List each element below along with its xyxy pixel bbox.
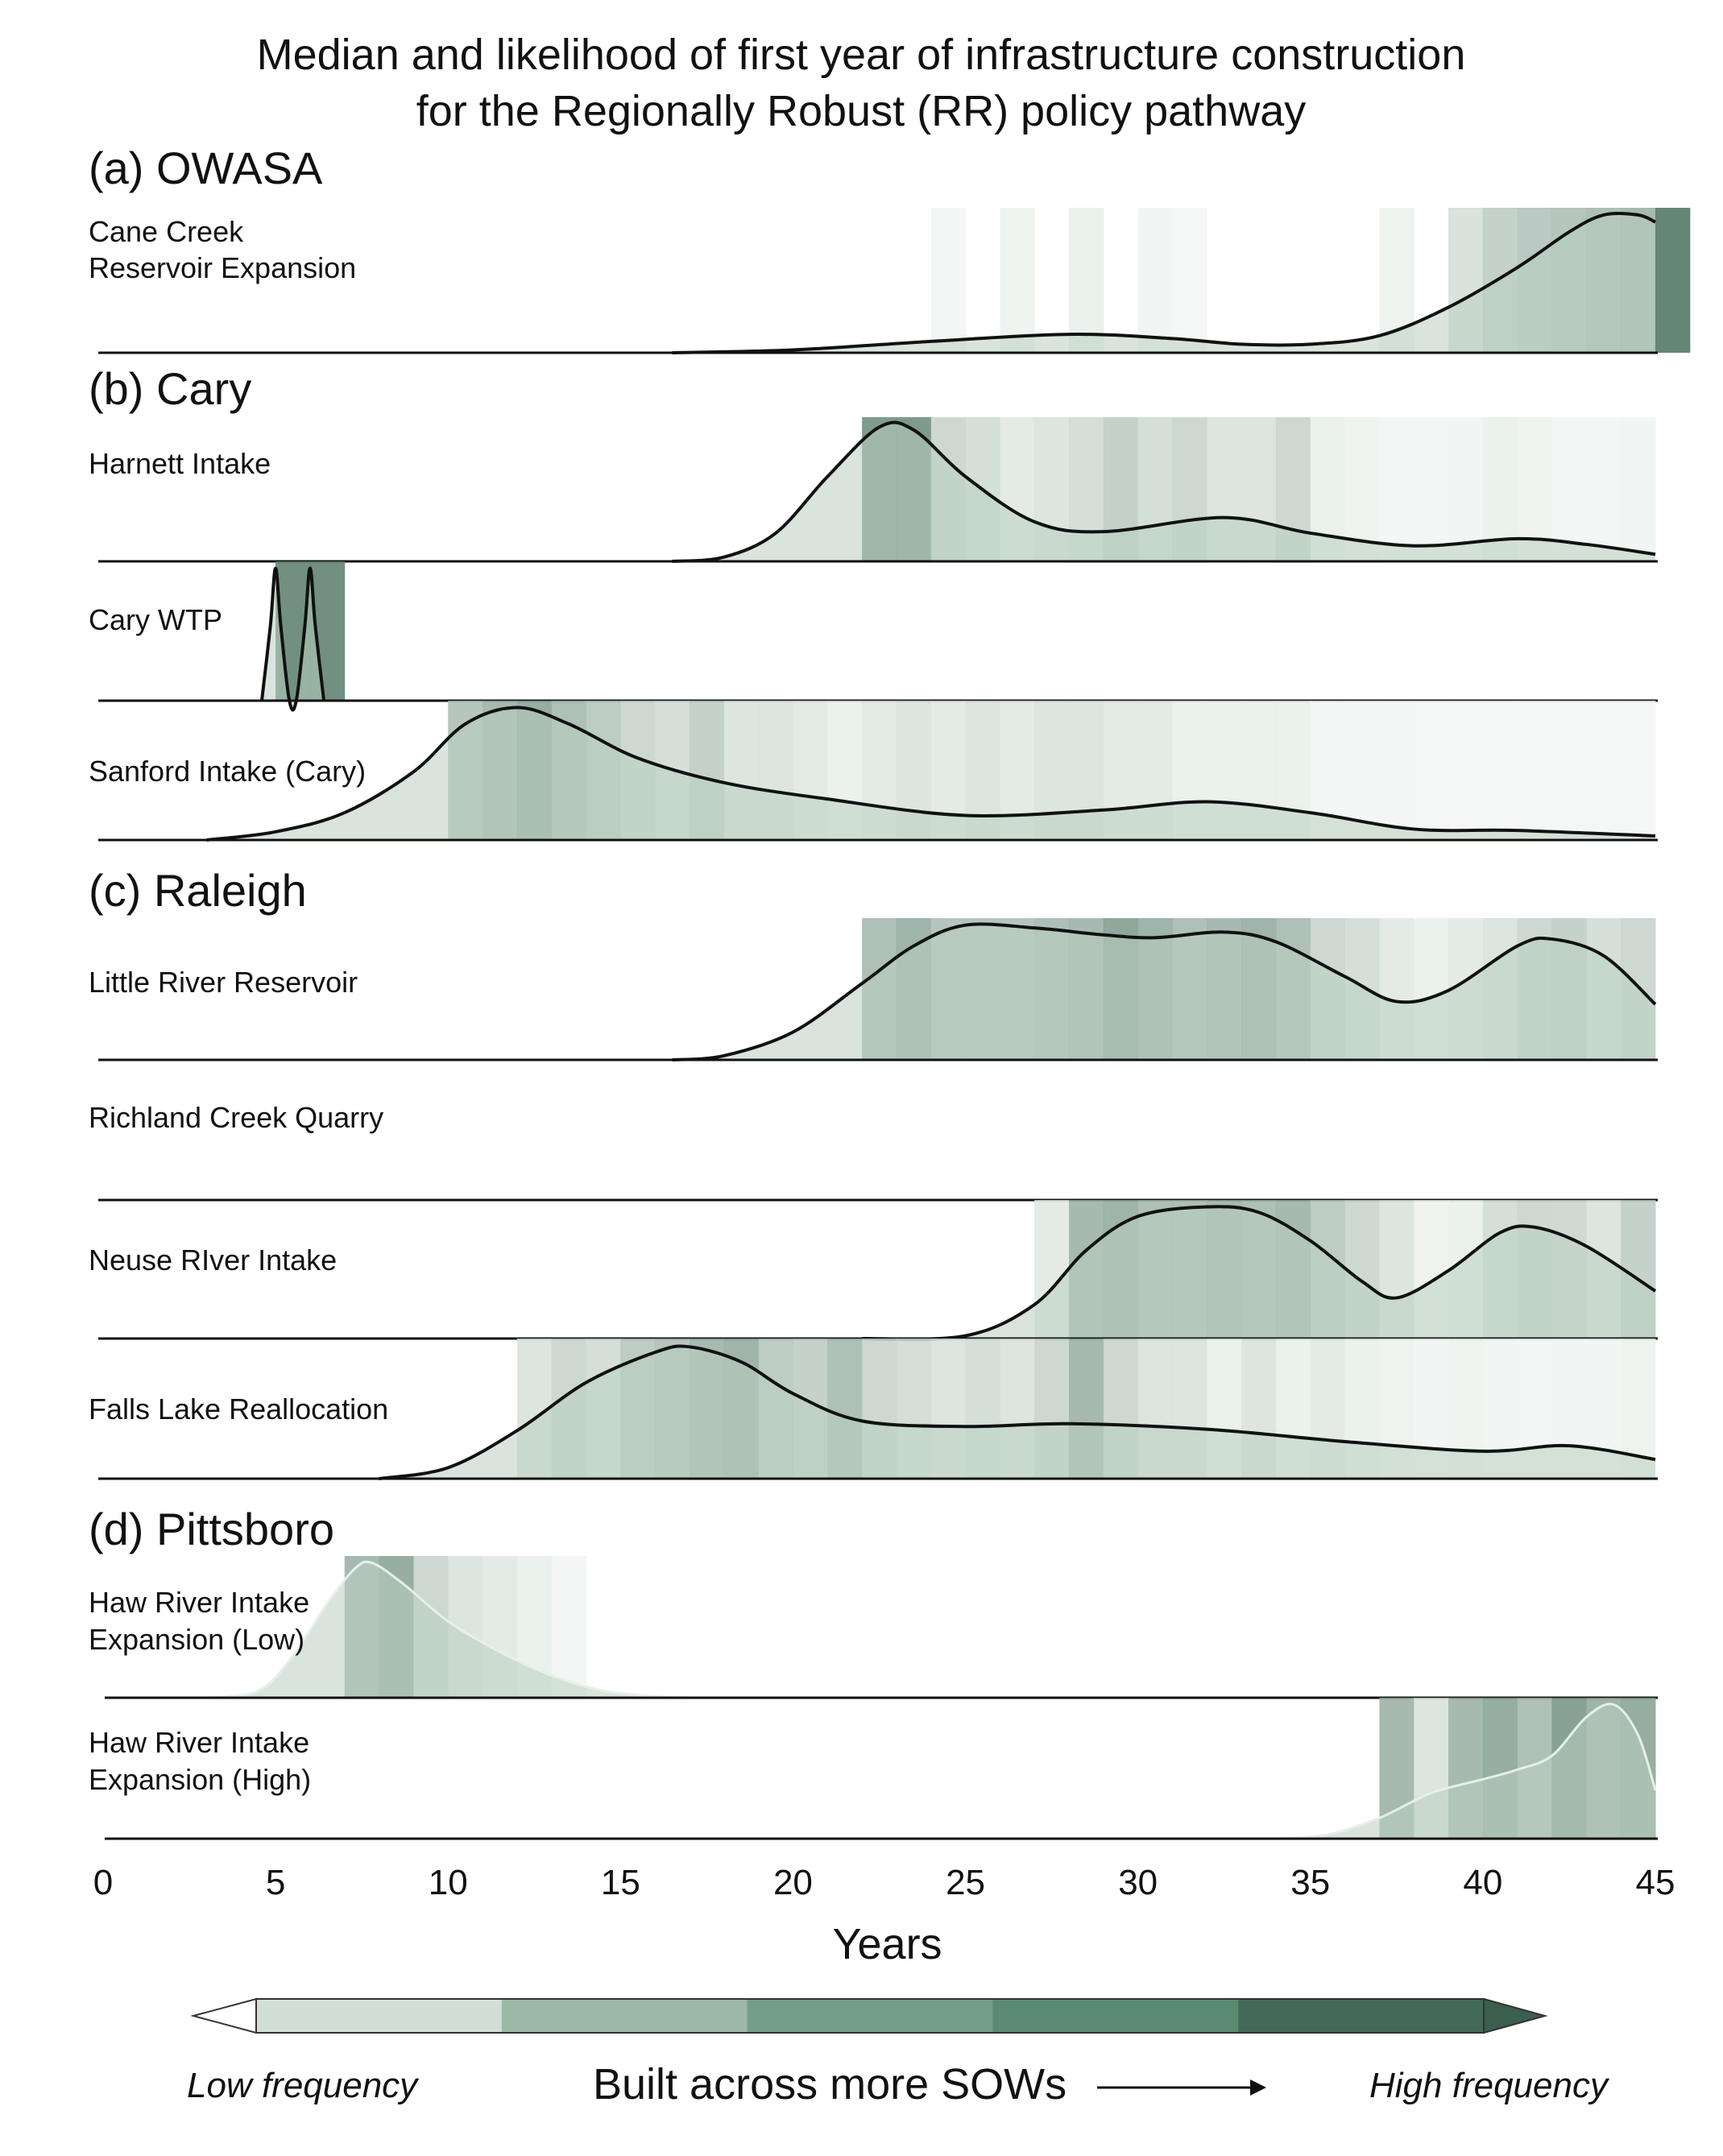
density-line	[1275, 1703, 1657, 1840]
frequency-cell	[1344, 417, 1380, 561]
group-label-2: (c) Raleigh	[89, 865, 307, 916]
frequency-cell	[930, 208, 967, 353]
legend-main-label: Built across more SOWs	[593, 2060, 1067, 2108]
density-area	[1275, 1703, 1655, 1839]
row-label: Reservoir Expansion	[89, 251, 356, 284]
frequency-cell	[551, 1556, 587, 1698]
frequency-cell	[1448, 417, 1484, 561]
row-label: Expansion (Low)	[89, 1623, 304, 1656]
chart-title-line-1: Median and likelihood of first year of i…	[257, 31, 1466, 79]
chart-title-line-2: for the Regionally Robust (RR) policy pa…	[416, 87, 1307, 135]
row-label: Expansion (High)	[89, 1763, 311, 1796]
row-label: Falls Lake Reallocation	[89, 1393, 388, 1426]
row-label: Haw River Intake	[89, 1726, 309, 1759]
row-label: Richland Creek Quarry	[89, 1101, 383, 1134]
panel-4: Little River Reservoir	[89, 918, 1658, 1061]
panel-9: Haw River Intake Expansion (High)	[89, 1698, 1658, 1840]
row-label: Harnett Intake	[89, 447, 271, 480]
density-area	[672, 422, 1655, 561]
x-axis-label: Years	[832, 1920, 942, 1968]
density-line	[672, 211, 1656, 354]
frequency-cell	[1414, 701, 1449, 840]
density-area	[672, 924, 1655, 1060]
density-line	[672, 420, 1656, 563]
panel-7: Falls Lake Reallocation	[89, 1339, 1658, 1480]
x-tick-label: 40	[1463, 1863, 1502, 1902]
row-label: Haw River Intake	[89, 1586, 309, 1619]
chart-title: Median and likelihood of first year of i…	[257, 31, 1466, 135]
density-line	[862, 1205, 1657, 1341]
x-tick-label: 30	[1118, 1863, 1158, 1902]
legend: Low frequency Built across more SOWs Hig…	[187, 1997, 1610, 2108]
frequency-cell	[1069, 208, 1104, 353]
density-area	[206, 707, 1655, 840]
legend-swatch	[501, 1999, 748, 2033]
density-area	[672, 213, 1655, 353]
density-line	[206, 706, 1656, 842]
row-label: Cane Creek	[89, 215, 244, 248]
panel-2: Cary WTP	[89, 561, 1658, 712]
x-tick-label: 20	[773, 1863, 813, 1902]
frequency-cell	[1172, 208, 1207, 353]
legend-arrow-head	[1250, 2079, 1266, 2096]
frequency-cell	[1551, 701, 1587, 840]
legend-frame	[255, 1998, 1485, 2034]
x-tick-label: 35	[1290, 1863, 1330, 1902]
row-label: Cary WTP	[89, 603, 222, 636]
row-label: Neuse RIver Intake	[89, 1244, 337, 1277]
density-line	[259, 566, 326, 712]
frequency-cell	[1379, 701, 1414, 840]
group-label-1: (b) Cary	[89, 363, 251, 414]
panel-5: Richland Creek Quarry	[89, 1101, 1658, 1202]
row-label: Sanford Intake (Cary)	[89, 755, 366, 788]
panel-3: Sanford Intake (Cary)	[89, 701, 1658, 842]
legend-low-label: Low frequency	[187, 2066, 420, 2105]
frequency-cell	[1482, 701, 1518, 840]
density-line	[672, 922, 1657, 1061]
legend-swatch	[1238, 1999, 1485, 2033]
panel-8: Haw River Intake Expansion (Low)	[89, 1556, 1658, 1699]
panel-1: Harnett Intake	[89, 417, 1658, 563]
x-axis: 0 5 10 15 20 25 30 35 40 45 Years	[93, 1863, 1675, 1968]
frequency-cell	[1448, 701, 1484, 840]
x-tick-label: 25	[946, 1863, 985, 1902]
frequency-cell	[1655, 208, 1691, 353]
frequency-cell	[1551, 417, 1587, 561]
panel-6: Neuse RIver Intake	[89, 1200, 1658, 1341]
legend-left-arrow	[190, 1997, 257, 2034]
density-area	[862, 1206, 1655, 1339]
panels: (a) OWASA (b) Cary (c) Raleigh (d) Pittsbor…	[89, 143, 1691, 1840]
density-line	[379, 1344, 1656, 1480]
legend-swatch	[747, 1999, 993, 2033]
x-tick-label: 0	[93, 1863, 113, 1902]
frequency-cell	[1000, 208, 1035, 353]
x-tick-label: 45	[1636, 1863, 1675, 1902]
density-line	[206, 1560, 690, 1699]
frequency-cell	[1379, 417, 1414, 561]
frequency-cell	[1517, 701, 1553, 840]
frequency-cell	[1621, 701, 1656, 840]
frequency-cell	[1344, 701, 1380, 840]
frequency-cell	[1137, 208, 1173, 353]
group-label-3: (d) Pittsboro	[89, 1504, 334, 1554]
frequency-cell	[1621, 417, 1656, 561]
x-tick-label: 10	[429, 1863, 468, 1902]
legend-right-arrow	[1483, 1997, 1548, 2034]
legend-high-label: High frequency	[1369, 2066, 1610, 2105]
row-label: Little River Reservoir	[89, 966, 358, 999]
frequency-cell	[1586, 417, 1622, 561]
legend-swatch	[256, 1999, 503, 2033]
frequency-cell	[1586, 701, 1622, 840]
frequency-cell	[1414, 417, 1449, 561]
x-tick-label: 5	[266, 1863, 285, 1902]
group-label-0: (a) OWASA	[89, 143, 323, 193]
density-area	[261, 568, 325, 710]
density-area	[379, 1346, 1656, 1479]
x-tick-label: 15	[601, 1863, 640, 1902]
legend-swatch	[992, 1999, 1239, 2033]
density-area	[206, 1562, 690, 1698]
